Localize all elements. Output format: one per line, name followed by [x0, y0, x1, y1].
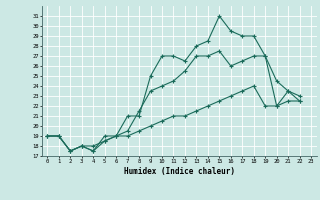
X-axis label: Humidex (Indice chaleur): Humidex (Indice chaleur) — [124, 167, 235, 176]
